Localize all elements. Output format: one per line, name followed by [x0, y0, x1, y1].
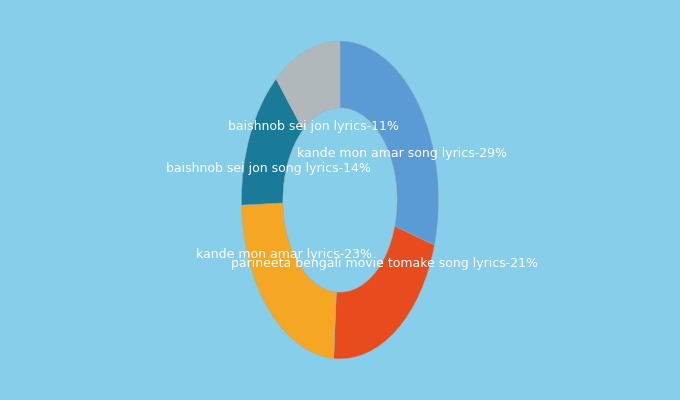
Wedge shape [340, 41, 439, 245]
Wedge shape [276, 41, 340, 130]
Text: kande mon amar song lyrics-29%: kande mon amar song lyrics-29% [297, 147, 507, 160]
Text: parineeta bengali movie tomake song lyrics-21%: parineeta bengali movie tomake song lyri… [231, 257, 538, 270]
Wedge shape [241, 203, 337, 358]
Wedge shape [241, 79, 303, 205]
Text: kande mon amar lyrics-23%: kande mon amar lyrics-23% [196, 248, 372, 261]
Text: baishnob sei jon lyrics-11%: baishnob sei jon lyrics-11% [228, 120, 398, 134]
Wedge shape [334, 226, 435, 359]
Text: baishnob sei jon song lyrics-14%: baishnob sei jon song lyrics-14% [167, 162, 371, 175]
